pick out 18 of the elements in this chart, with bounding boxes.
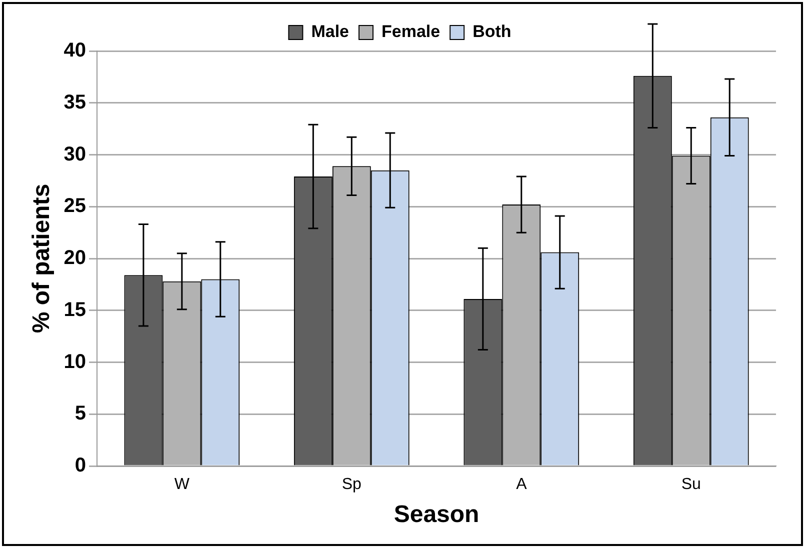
x-tick-label: Sp <box>342 476 362 494</box>
y-tick-label: 10 <box>64 350 86 373</box>
y-axis-title: % of patients <box>28 184 56 334</box>
x-tick-label: W <box>174 476 190 494</box>
x-tick-label: Su <box>681 476 701 494</box>
y-tick-label: 20 <box>64 247 86 270</box>
x-axis-title: Season <box>394 501 480 528</box>
y-tick-label: 0 <box>74 454 86 477</box>
legend-label: Both <box>472 22 512 42</box>
y-tick-label: 15 <box>64 298 86 321</box>
x-tick-label: A <box>516 476 528 494</box>
y-tick-label: 30 <box>64 143 86 166</box>
y-tick-label: 5 <box>74 402 86 425</box>
legend-label: Female <box>382 22 440 42</box>
y-tick-label: 40 <box>64 40 86 62</box>
legend-label: Male <box>311 22 350 42</box>
y-tick-label: 35 <box>64 91 86 114</box>
y-tick-label: 25 <box>64 195 86 218</box>
